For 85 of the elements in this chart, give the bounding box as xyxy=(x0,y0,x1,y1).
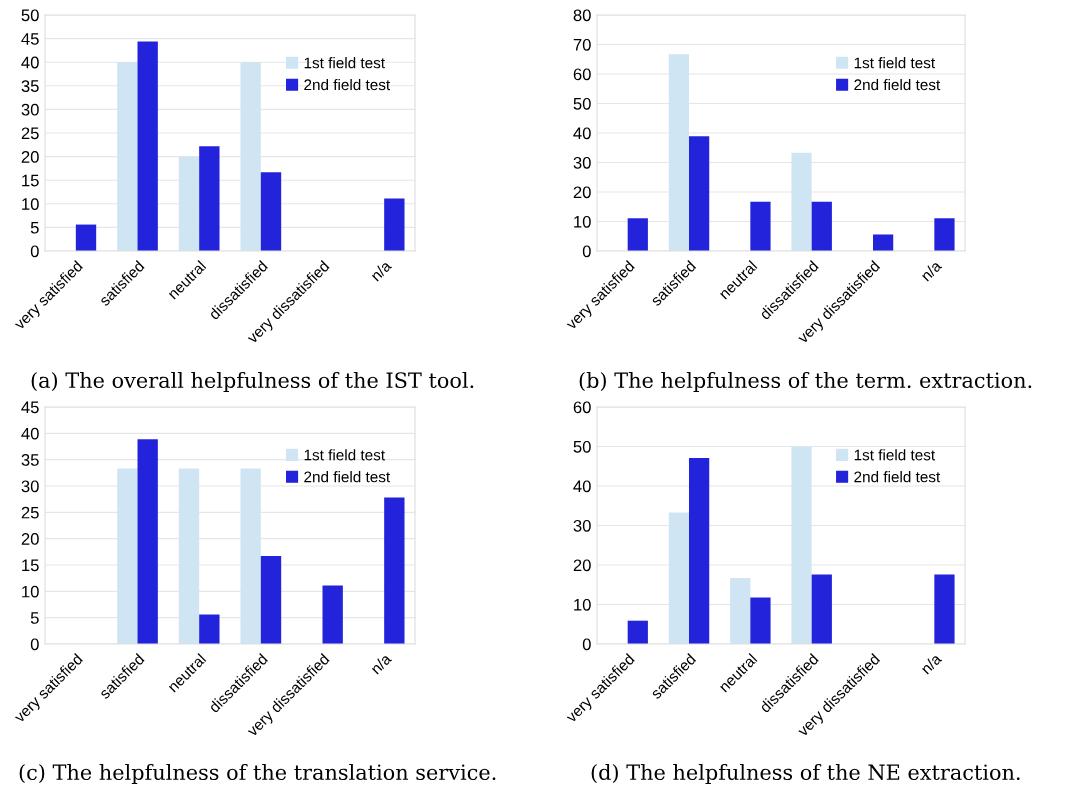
y-tick-label: 10 xyxy=(574,215,591,228)
text: (d) The helpfulness of the NE extraction. xyxy=(591,763,1020,785)
bar xyxy=(730,578,751,644)
bar xyxy=(668,54,689,251)
legend-label: 1st field test xyxy=(854,57,935,69)
bar xyxy=(117,468,138,644)
legend-label: 1st field test xyxy=(304,449,385,461)
bar xyxy=(750,201,771,251)
bar xyxy=(322,585,343,644)
y-tick-label: 20 xyxy=(573,559,591,572)
bar xyxy=(137,41,158,251)
y-tick-label: 50 xyxy=(21,9,39,22)
text: (a) The overall helpfulness of the IST tool. xyxy=(31,371,474,393)
y-tick-label: 60 xyxy=(573,401,591,414)
y-tick-label: 15 xyxy=(22,174,39,187)
y-tick-label: 0 xyxy=(30,245,39,258)
y-tick-label: 70 xyxy=(573,38,591,51)
y-tick-label: 0 xyxy=(30,638,39,651)
y-tick-label: 50 xyxy=(573,440,591,453)
bar xyxy=(199,614,220,644)
y-tick-label: 10 xyxy=(22,198,39,210)
y-tick-label: 20 xyxy=(21,151,39,163)
y-tick-label: 20 xyxy=(21,533,39,545)
y-tick-label: 30 xyxy=(21,103,39,116)
legend-label: 1st field test xyxy=(854,449,935,461)
legend-label: 1st field test xyxy=(304,57,385,69)
bar xyxy=(260,172,282,251)
text: (c) The helpfulness of the translation service. xyxy=(19,763,496,785)
bar xyxy=(791,152,812,251)
y-tick-label: 0 xyxy=(582,638,591,651)
y-tick-label: 5 xyxy=(30,221,39,234)
y-tick-label: 40 xyxy=(573,127,591,140)
y-tick-label: 10 xyxy=(574,598,591,611)
y-tick-label: 30 xyxy=(573,519,591,532)
legend-label: 2nd field test xyxy=(304,471,391,483)
bar xyxy=(934,218,955,251)
bar xyxy=(811,201,832,251)
legend-label: 2nd field test xyxy=(854,78,941,91)
y-tick-label: 0 xyxy=(582,245,591,258)
text: (b) The helpfulness of the term. extraction. xyxy=(579,371,1032,393)
y-tick-label: 80 xyxy=(573,9,591,22)
bar xyxy=(627,218,648,251)
y-tick-label: 30 xyxy=(573,156,591,169)
bar xyxy=(934,574,955,644)
bar xyxy=(627,620,648,644)
y-tick-label: 35 xyxy=(21,454,39,466)
y-tick-label: 5 xyxy=(30,612,39,624)
bar xyxy=(240,468,261,644)
bar xyxy=(199,146,220,251)
y-tick-label: 50 xyxy=(573,97,591,110)
y-tick-label: 10 xyxy=(22,585,39,598)
bar xyxy=(811,574,832,644)
bar xyxy=(689,136,710,251)
y-tick-label: 40 xyxy=(573,480,591,493)
y-tick-label: 15 xyxy=(22,559,39,572)
y-tick-label: 35 xyxy=(21,80,39,92)
legend-label: 2nd field test xyxy=(854,471,941,483)
y-tick-label: 45 xyxy=(21,33,39,45)
bar xyxy=(260,556,282,644)
y-tick-label: 20 xyxy=(573,186,591,199)
legend-label: 2nd field test xyxy=(304,78,391,91)
x-tick-label: n/a xyxy=(369,652,393,675)
bar xyxy=(137,439,158,644)
bar xyxy=(75,224,97,251)
bar xyxy=(240,62,261,251)
y-tick-label: 45 xyxy=(21,401,39,414)
bar xyxy=(791,446,812,644)
bar xyxy=(117,62,138,251)
y-tick-label: 40 xyxy=(21,427,39,440)
bar xyxy=(384,497,405,644)
bar xyxy=(689,457,710,644)
y-tick-label: 40 xyxy=(21,56,39,69)
x-tick-label: n/a xyxy=(369,259,393,282)
y-tick-label: 25 xyxy=(21,127,39,140)
x-tick-label: n/a xyxy=(920,652,943,675)
y-tick-label: 25 xyxy=(21,506,39,519)
y-tick-label: 60 xyxy=(573,68,591,81)
bar xyxy=(668,512,689,644)
bar xyxy=(873,234,894,251)
x-tick-label: n/a xyxy=(920,259,943,282)
bar xyxy=(750,597,771,644)
bar xyxy=(384,198,405,251)
bar xyxy=(178,468,200,644)
bar xyxy=(178,156,200,251)
y-tick-label: 30 xyxy=(21,480,39,493)
